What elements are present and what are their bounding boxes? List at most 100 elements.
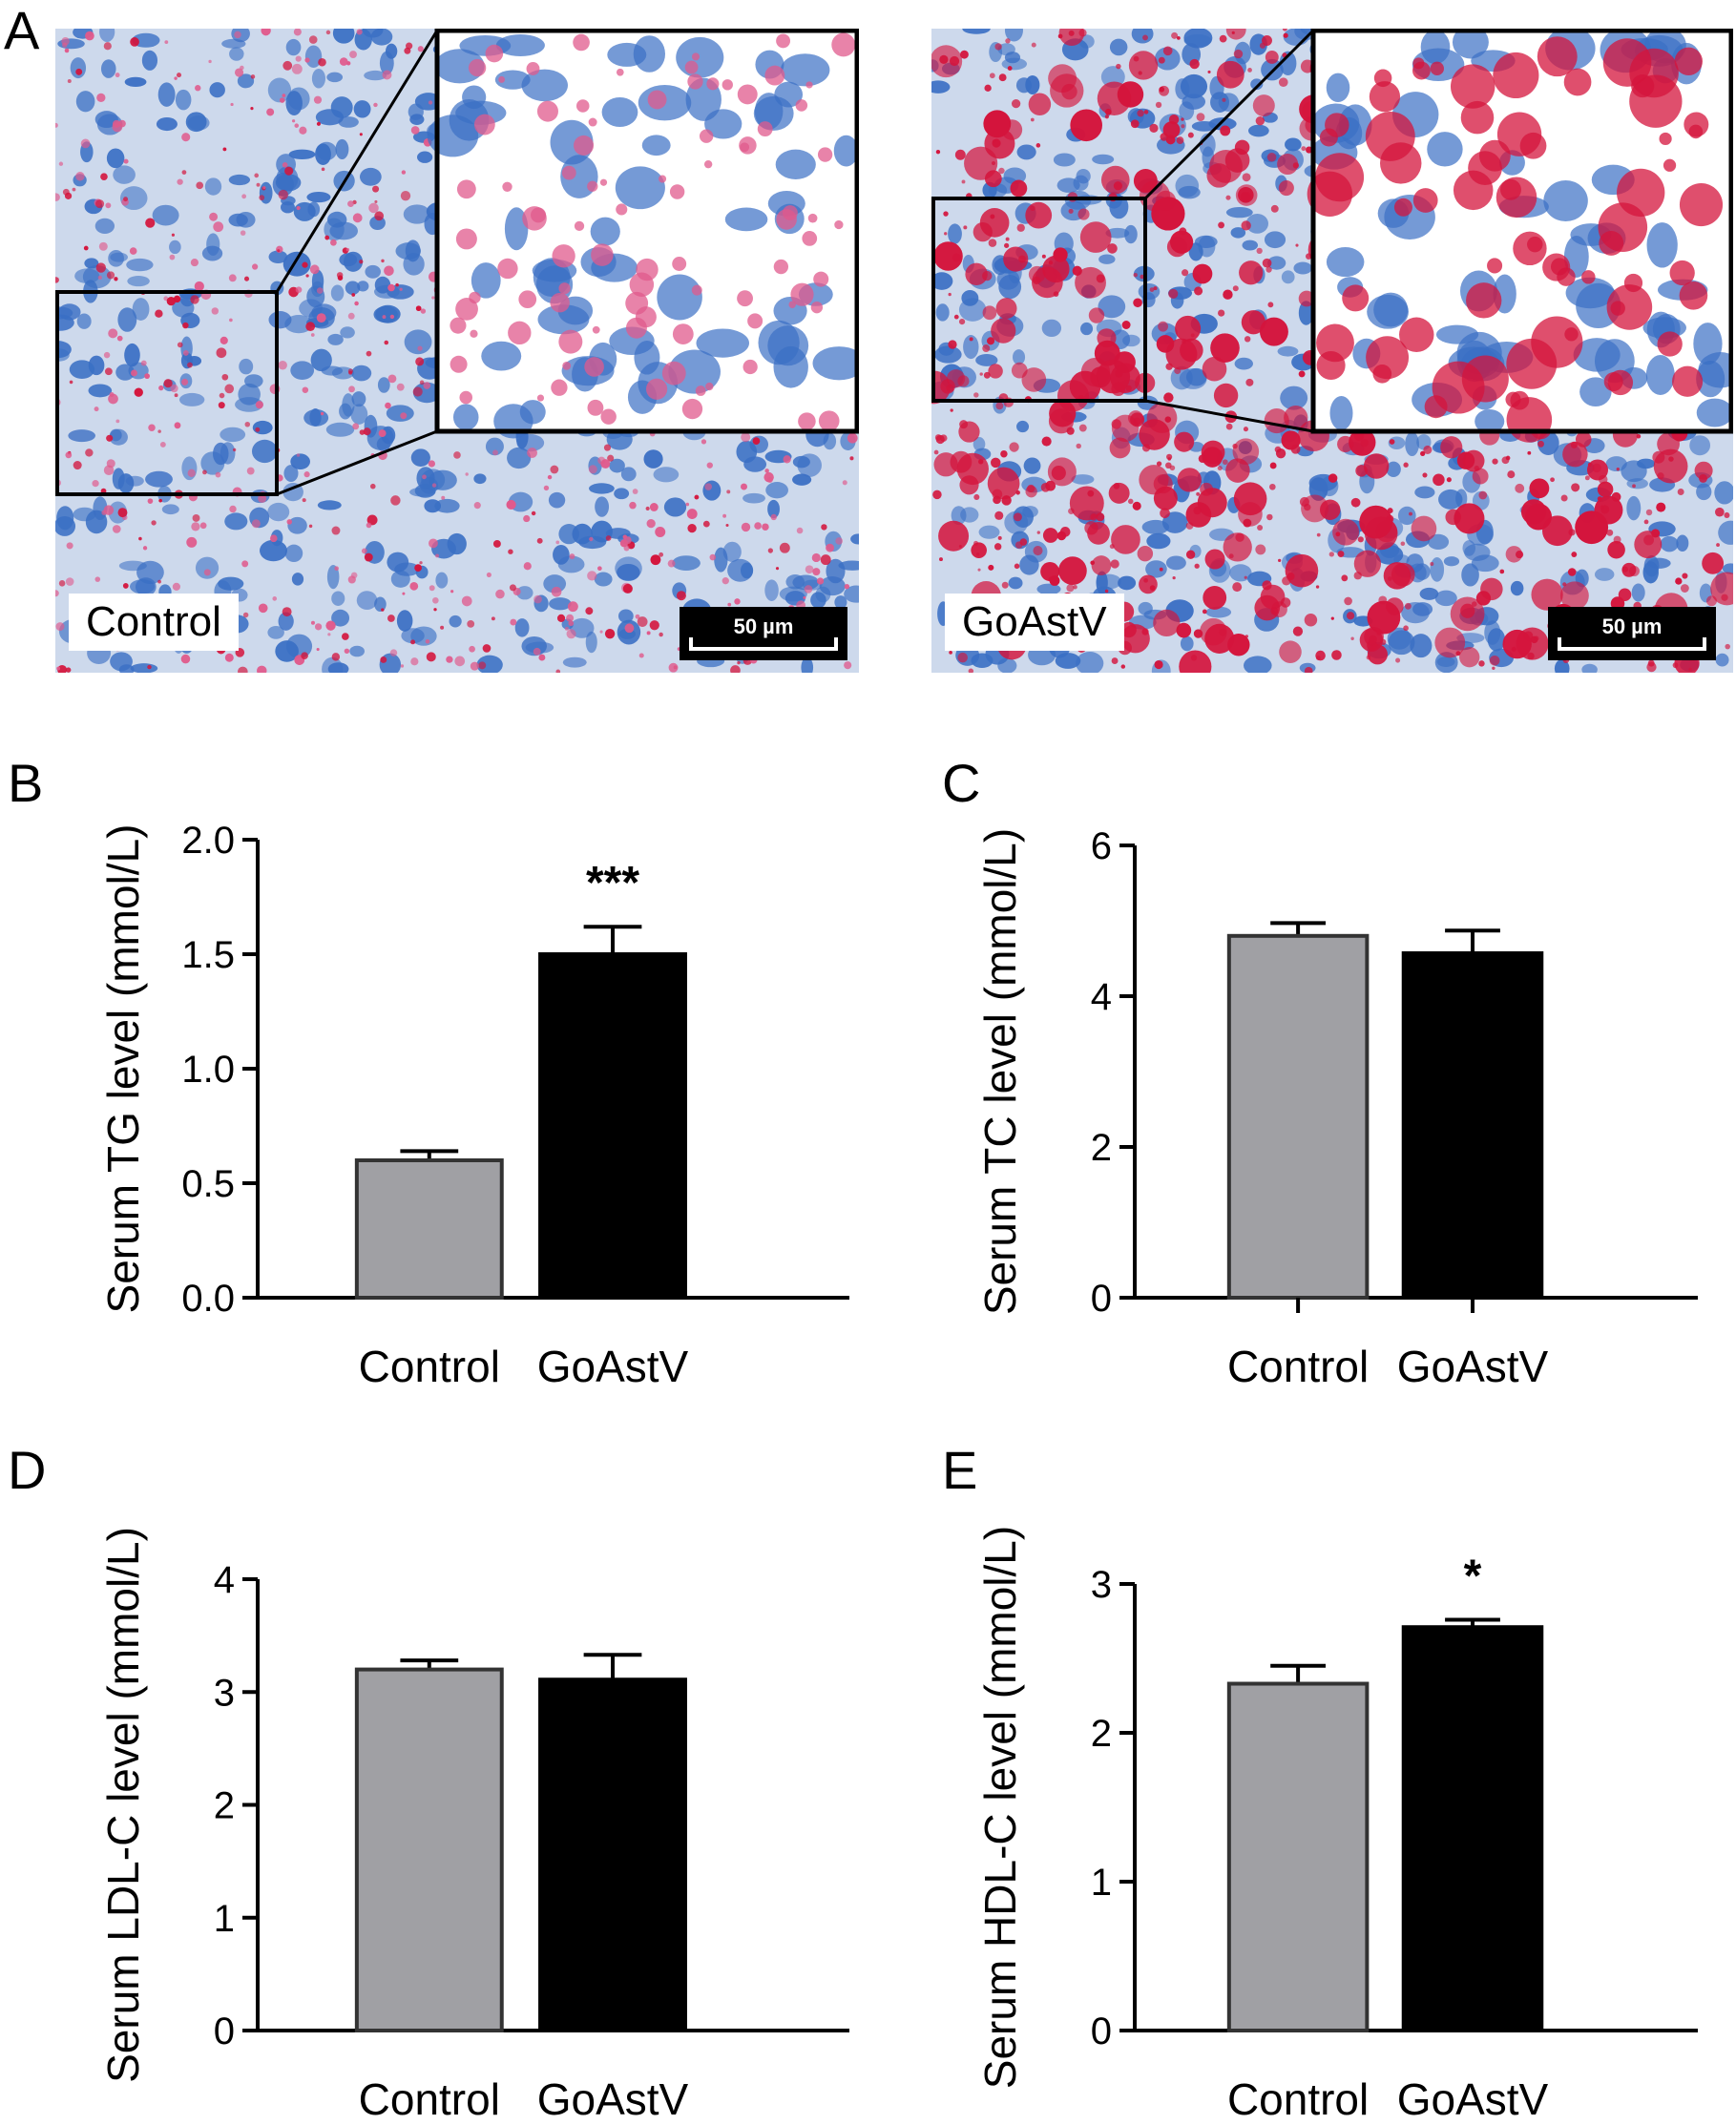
nucleus (543, 574, 567, 594)
stain-droplet (1387, 508, 1393, 514)
stain-droplet (425, 639, 430, 644)
stain-droplet (195, 85, 201, 92)
stain-droplet (1138, 71, 1142, 75)
inset-droplet (1315, 153, 1365, 202)
stain-droplet (1143, 110, 1149, 115)
stain-droplet (55, 622, 65, 632)
y-axis-label: Serum LDL-C level (mmol/L) (98, 1527, 148, 2083)
inset-droplet (584, 357, 604, 377)
stain-droplet (1048, 408, 1075, 434)
stain-droplet (668, 662, 679, 673)
nucleus (617, 563, 640, 581)
nucleus (284, 315, 313, 334)
inset-droplet (645, 378, 668, 400)
nucleus (672, 555, 701, 571)
stain-droplet (320, 411, 324, 416)
stain-droplet (950, 408, 953, 412)
stain-droplet (1411, 515, 1437, 542)
inset-droplet (1606, 284, 1653, 330)
stain-droplet (953, 314, 959, 320)
nucleus (1053, 153, 1076, 167)
inset-droplet (1369, 81, 1401, 113)
stain-droplet (779, 542, 790, 553)
panel-letter-e: E (942, 1440, 977, 1500)
nucleus (152, 204, 179, 226)
stain-droplet (1357, 536, 1364, 543)
nucleus (285, 38, 302, 56)
nucleus (1109, 38, 1128, 56)
stain-droplet (939, 434, 948, 442)
stain-droplet (172, 582, 180, 591)
nucleus (94, 218, 115, 235)
stain-droplet (1643, 534, 1655, 546)
stain-droplet (1116, 63, 1121, 70)
stain-droplet (1187, 132, 1194, 138)
stain-droplet (279, 97, 285, 103)
stain-droplet (347, 312, 355, 320)
stain-droplet (994, 43, 1002, 51)
stain-droplet (230, 102, 234, 107)
inset-droplet (661, 361, 686, 385)
stain-droplet (243, 276, 250, 281)
x-tick-label: GoAstV (1397, 1342, 1549, 1391)
nucleus (1722, 563, 1733, 574)
inset-texture (1307, 29, 1733, 443)
inset-droplet (831, 32, 856, 57)
inset-droplet (470, 329, 478, 338)
inset-droplet (456, 179, 476, 199)
stain-droplet (1001, 581, 1009, 589)
nucleus (169, 240, 181, 255)
stain-droplet (219, 392, 225, 399)
stain-droplet (62, 42, 68, 48)
y-tick-label: 1 (1091, 1862, 1112, 1904)
nucleus (145, 470, 173, 488)
stain-droplet (1721, 594, 1728, 601)
stain-droplet (366, 522, 372, 529)
stain-droplet (655, 526, 666, 537)
nucleus (1464, 543, 1491, 562)
stain-droplet (1040, 482, 1051, 492)
stain-droplet (465, 472, 469, 476)
nucleus (235, 397, 263, 412)
stain-droplet (988, 564, 994, 571)
stain-droplet (1232, 443, 1238, 449)
stain-droplet (1196, 113, 1205, 121)
stain-droplet (453, 451, 461, 459)
stain-droplet (1256, 247, 1263, 255)
stain-droplet (181, 378, 189, 385)
stain-droplet (310, 620, 315, 625)
stain-droplet (291, 119, 296, 123)
nucleus (1234, 357, 1253, 370)
stain-droplet (159, 441, 166, 448)
nucleus (331, 609, 350, 627)
stain-droplet (982, 270, 993, 281)
nucleus (390, 570, 410, 588)
nucleus (1631, 583, 1645, 602)
stain-droplet (1137, 545, 1154, 562)
nucleus (1001, 57, 1028, 71)
stain-droplet (1113, 483, 1120, 490)
nucleus (327, 211, 347, 228)
stain-droplet (988, 364, 1003, 379)
stain-droplet (1269, 462, 1277, 469)
nucleus (435, 572, 449, 589)
inset-droplet (669, 184, 685, 199)
inset-nucleus (590, 217, 620, 246)
stain-droplet (240, 230, 246, 236)
inset-droplet (502, 181, 512, 192)
stain-droplet (441, 495, 446, 500)
stain-droplet (969, 337, 973, 342)
stain-droplet (220, 336, 228, 344)
stain-droplet (410, 657, 419, 666)
nucleus (287, 516, 307, 534)
stain-droplet (1478, 660, 1485, 667)
stain-droplet (1492, 666, 1495, 671)
stain-droplet (389, 314, 395, 320)
stain-droplet (727, 602, 732, 607)
stain-droplet (566, 629, 576, 639)
zoom-connector (275, 30, 439, 293)
nucleus (310, 348, 332, 372)
nucleus (1131, 29, 1154, 44)
nucleus (260, 539, 287, 562)
